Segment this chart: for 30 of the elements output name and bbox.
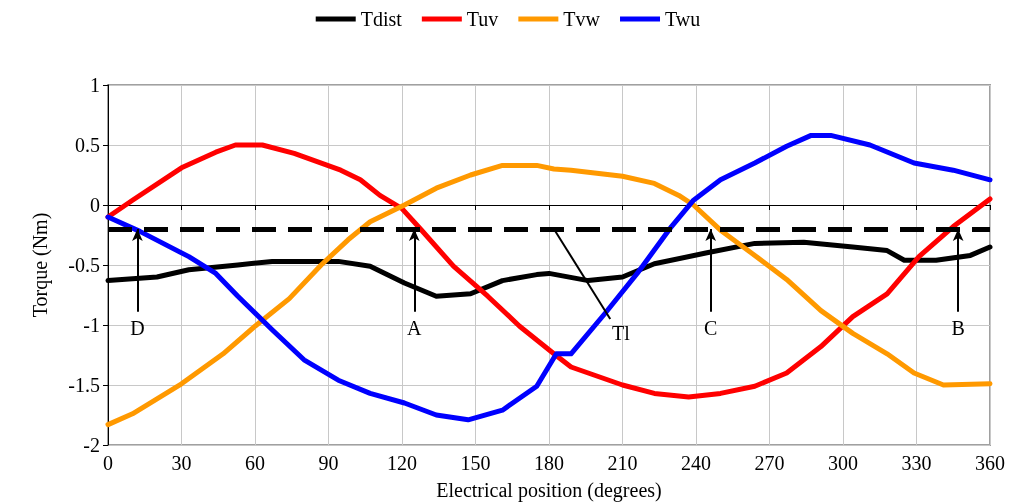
y-tick-label: -1.5 xyxy=(68,374,100,396)
y-axis-title: Torque (Nm) xyxy=(29,212,52,318)
y-tick-label: -2 xyxy=(83,434,100,456)
x-axis-title: Electrical position (degrees) xyxy=(436,479,662,502)
y-tick-label: -0.5 xyxy=(68,254,100,276)
x-tick-label: 150 xyxy=(460,452,491,474)
legend-label: Tdist xyxy=(360,8,403,30)
annotation: A xyxy=(407,316,423,339)
x-tick-label: 60 xyxy=(245,452,265,474)
annotation: D xyxy=(130,316,145,339)
x-tick-label: 270 xyxy=(754,452,785,474)
annotation: B xyxy=(951,316,965,339)
legend-label: Tvw xyxy=(563,8,601,30)
y-tick-label: 0 xyxy=(90,194,100,216)
annotation: C xyxy=(704,316,718,339)
y-tick-label: -1 xyxy=(83,314,100,336)
x-tick-label: 240 xyxy=(681,452,711,474)
x-tick-label: 210 xyxy=(607,452,638,474)
y-tick-label: 0.5 xyxy=(75,134,100,156)
x-tick-label: 30 xyxy=(171,452,192,474)
x-tick-label: 180 xyxy=(534,452,564,474)
legend-label: Tuv xyxy=(466,8,499,30)
x-tick-label: 300 xyxy=(828,452,858,474)
x-tick-label: 120 xyxy=(387,452,417,474)
legend-label: Twu xyxy=(665,8,701,30)
x-tick-label: 90 xyxy=(318,452,339,474)
x-tick-label: 360 xyxy=(975,452,1005,474)
ref-line-label: Tl xyxy=(612,322,631,345)
x-tick-label: 330 xyxy=(901,452,932,474)
y-tick-label: 1 xyxy=(90,74,100,96)
